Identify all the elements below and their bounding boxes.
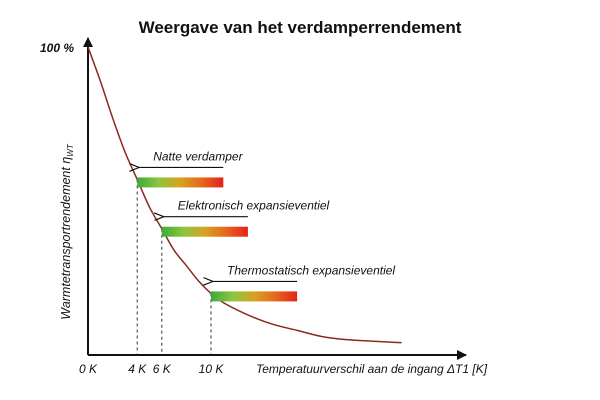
x-axis-label: Temperatuurverschil aan de ingang ΔT1 [K… xyxy=(256,362,488,376)
annotation-label-0: Natte verdamper xyxy=(153,149,243,163)
y-axis-top-label: 100 % xyxy=(40,41,75,55)
efficiency-curve xyxy=(87,46,402,344)
chart-title: Weergave van het verdamperrendement xyxy=(138,18,462,37)
x-tick-label-3: 10 K xyxy=(199,362,225,376)
annotation-label-2: Thermostatisch expansieventiel xyxy=(227,263,395,277)
y-axis-label: Warmtetransportrendement ηWT xyxy=(59,143,75,320)
rating-bar-2 xyxy=(211,291,298,302)
rating-bar-0 xyxy=(137,177,224,188)
rating-bar-1 xyxy=(161,226,248,237)
x-tick-label-0: 0 K xyxy=(79,362,98,376)
x-tick-label-2: 6 K xyxy=(153,362,172,376)
annotation-label-1: Elektronisch expansieventiel xyxy=(178,199,330,213)
x-tick-label-1: 4 K xyxy=(128,362,147,376)
